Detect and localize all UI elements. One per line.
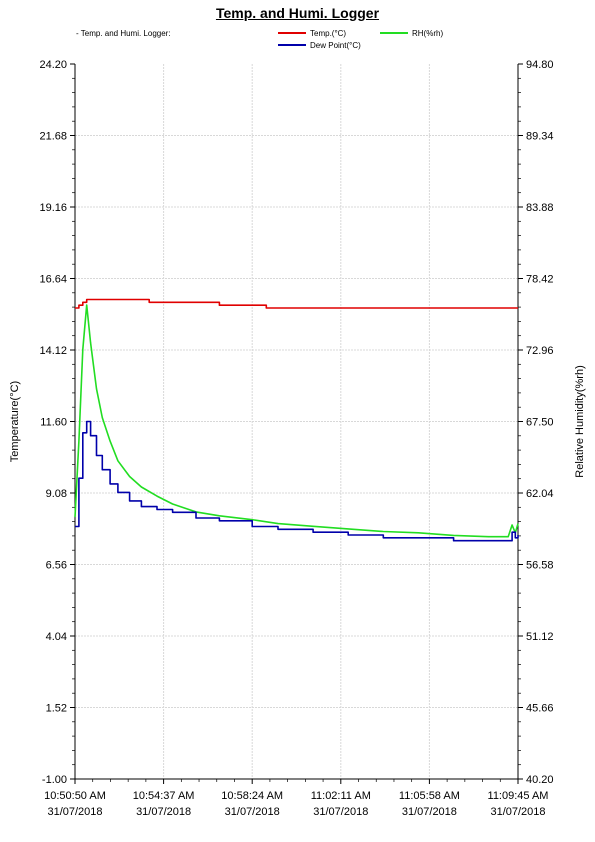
y-left-tick-label: -1.00	[42, 774, 67, 786]
y-right-tick-label: 78.42	[526, 274, 554, 286]
x-tick-label-time: 10:58:24 AM	[221, 790, 283, 802]
y-right-tick-label: 56.58	[526, 560, 554, 572]
y-left-axis-title: Temperature(°C)	[9, 381, 21, 462]
legend-label-rh: RH(%rh)	[412, 28, 444, 38]
y-right-tick-label: 89.34	[526, 131, 554, 143]
y-right-tick-label: 94.80	[526, 59, 554, 71]
legend-item-temp: Temp.(°C)	[278, 28, 346, 38]
chart-title: Temp. and Humi. Logger	[215, 5, 380, 21]
x-tick-label-time: 11:09:45 AM	[488, 790, 549, 802]
y-left-tick-label: 4.04	[46, 631, 67, 643]
y-left-tick-label: 19.16	[39, 202, 67, 214]
x-tick-label-date: 31/07/2018	[136, 806, 191, 818]
y-right-tick-label: 72.96	[526, 345, 554, 357]
legend-swatch-temp	[278, 32, 306, 34]
grid-lines	[75, 64, 518, 779]
x-tick-label-date: 31/07/2018	[47, 806, 102, 818]
x-tick-label-time: 10:50:50 AM	[44, 790, 106, 802]
y-left-tick-label: 6.56	[46, 560, 67, 572]
y-right-tick-label: 40.20	[526, 774, 554, 786]
legend-item-rh: RH(%rh)	[380, 28, 443, 38]
axes	[70, 63, 523, 784]
y-left-tick-label: 24.20	[39, 59, 67, 71]
legend-label-dew: Dew Point(°C)	[310, 40, 361, 50]
x-tick-label-time: 11:02:11 AM	[311, 790, 371, 802]
x-tick-label-date: 31/07/2018	[402, 806, 457, 818]
y-left-tick-label: 21.68	[39, 131, 67, 143]
logger-name-label: - Temp. and Humi. Logger:	[76, 29, 171, 38]
y-right-axis-title: Relative Humidity(%rh)	[574, 365, 586, 477]
y-right-tick-label: 62.04	[526, 488, 554, 500]
y-left-tick-label: 11.60	[40, 417, 67, 429]
x-tick-label-date: 31/07/2018	[490, 806, 545, 818]
y-left-tick-label: 1.52	[46, 703, 67, 715]
x-tick-label-time: 11:05:58 AM	[399, 790, 460, 802]
y-right-tick-label: 83.88	[526, 202, 554, 214]
y-right-tick-label: 45.66	[526, 703, 554, 715]
y-right-tick-label: 67.50	[526, 417, 554, 429]
series-line-dew	[75, 420, 519, 542]
x-tick-label-date: 31/07/2018	[313, 806, 368, 818]
x-tick-label-time: 10:54:37 AM	[133, 790, 195, 802]
series-lines	[74, 298, 519, 542]
axis-labels: 24.20 94.80 21.68 89.34 19.16 83.88 16.64 78.42…	[9, 59, 586, 818]
x-tick-label-date: 31/07/2018	[225, 806, 280, 818]
legend-swatch-dew	[278, 44, 306, 46]
legend-item-dew: Dew Point(°C)	[278, 40, 361, 50]
legend-label-temp: Temp.(°C)	[310, 28, 347, 38]
series-line-temp	[75, 298, 518, 309]
y-left-tick-label: 9.08	[46, 488, 67, 500]
legend-swatch-rh	[380, 32, 408, 34]
y-left-tick-label: 14.12	[39, 345, 67, 357]
y-left-tick-label: 16.64	[39, 274, 67, 286]
y-right-tick-label: 51.12	[526, 631, 554, 643]
